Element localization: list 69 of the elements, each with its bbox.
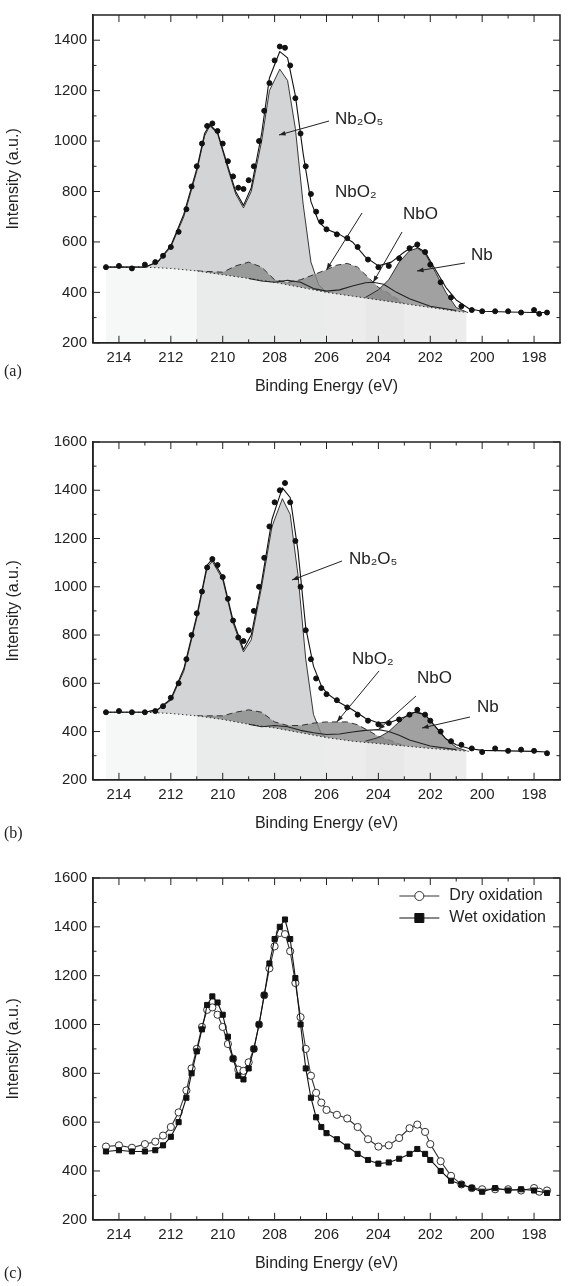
- x-tick-label: 212: [158, 347, 184, 365]
- y-tick-label: 400: [61, 282, 87, 300]
- x-tick-label: 208: [262, 1224, 288, 1242]
- x-axis-title: Binding Energy (eV): [254, 1253, 399, 1271]
- y-tick-label: 600: [61, 673, 87, 691]
- y-tick-label: 400: [61, 1161, 87, 1179]
- annotation: Nb₂O₅: [349, 548, 398, 568]
- x-tick-label: 198: [521, 784, 547, 802]
- y-tick-label: 800: [61, 625, 87, 643]
- y-tick-label: 1000: [53, 131, 87, 149]
- y-tick-label: 600: [61, 232, 87, 250]
- x-tick-label: 200: [469, 784, 495, 802]
- x-tick-label: 212: [158, 784, 184, 802]
- annotation: Nb: [471, 244, 493, 264]
- y-tick-label: 800: [61, 1063, 87, 1081]
- x-tick-label: 210: [210, 1224, 236, 1242]
- y-tick-label: 1200: [53, 80, 87, 98]
- x-tick-label: 208: [262, 347, 288, 365]
- y-axis-title: Intensity (a.u.): [4, 998, 22, 1100]
- text: (a): [4, 362, 22, 381]
- x-tick-label: 200: [469, 347, 495, 365]
- x-tick-label: 204: [365, 784, 391, 802]
- x-tick-label: 214: [106, 784, 132, 802]
- x-tick-label: 210: [210, 784, 236, 802]
- legend-label: Wet oxidation: [449, 908, 547, 926]
- text: (b): [4, 824, 23, 843]
- x-tick-label: 208: [262, 784, 288, 802]
- x-tick-label: 214: [106, 347, 132, 365]
- x-tick-label: 200: [469, 1224, 495, 1242]
- x-tick-label: 206: [313, 784, 340, 802]
- annotation: Nb: [477, 696, 499, 716]
- x-tick-label: 198: [521, 347, 547, 365]
- annotation: NbO: [417, 667, 452, 687]
- y-tick-label: 1200: [53, 528, 87, 546]
- legend-label: Dry oxidation: [449, 886, 543, 904]
- y-axis-title: Intensity (a.u.): [4, 560, 22, 662]
- y-tick-label: 400: [61, 721, 87, 739]
- x-tick-label: 206: [313, 1224, 340, 1242]
- y-tick-label: 1400: [53, 480, 87, 498]
- x-tick-label: 210: [210, 347, 236, 365]
- y-tick-label: 200: [61, 332, 87, 350]
- x-tick-label: 204: [365, 347, 391, 365]
- y-tick-label: 1200: [53, 965, 87, 983]
- x-axis-title: Binding Energy (eV): [254, 376, 399, 394]
- y-tick-label: 600: [61, 1112, 87, 1130]
- text: (c): [4, 1264, 22, 1283]
- y-tick-label: 1400: [53, 916, 87, 934]
- y-tick-label: 1600: [53, 868, 87, 886]
- x-tick-label: 202: [417, 347, 443, 365]
- x-tick-label: 214: [106, 1224, 132, 1242]
- x-tick-label: 204: [365, 1224, 391, 1242]
- y-tick-label: 1600: [53, 432, 87, 450]
- x-axis-title: Binding Energy (eV): [254, 813, 399, 831]
- y-tick-label: 1000: [53, 576, 87, 594]
- y-tick-label: 1000: [53, 1014, 87, 1032]
- y-tick-label: 1400: [53, 30, 87, 48]
- x-tick-label: 198: [521, 1224, 547, 1242]
- annotation: NbO₂: [335, 181, 377, 201]
- x-tick-label: 202: [417, 1224, 443, 1242]
- x-tick-label: 212: [158, 1224, 184, 1242]
- y-tick-label: 200: [61, 1209, 87, 1227]
- annotation: Nb₂O₅: [335, 108, 384, 128]
- annotation: NbO₂: [352, 648, 394, 668]
- y-tick-label: 800: [61, 181, 87, 199]
- y-tick-label: 200: [61, 769, 87, 787]
- x-tick-label: 202: [417, 784, 443, 802]
- x-tick-label: 206: [313, 347, 340, 365]
- y-axis-title: Intensity (a.u.): [4, 128, 22, 230]
- annotation: NbO: [403, 203, 438, 223]
